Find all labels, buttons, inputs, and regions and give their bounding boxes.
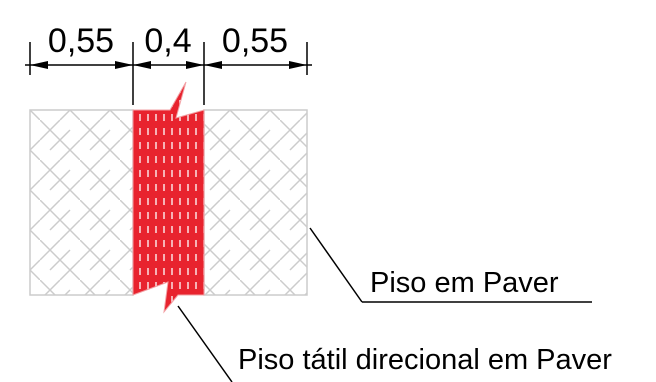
dimension-label-left: 0,55 — [48, 22, 114, 60]
label-tactile: Piso tátil direcional em Paver — [238, 344, 612, 376]
arrowhead — [115, 61, 133, 69]
arrowhead — [133, 61, 151, 69]
paver-block-left — [29, 109, 134, 296]
arrowhead — [204, 61, 222, 69]
leader-paver — [309, 227, 592, 303]
dimension-label-center: 0,4 — [144, 22, 191, 60]
dimension-line — [25, 42, 312, 105]
paver-block-right — [203, 109, 308, 296]
tactile-strip — [132, 81, 205, 314]
leader-tactile — [177, 305, 233, 382]
arrowhead — [186, 61, 204, 69]
dimension-label-right: 0,55 — [222, 22, 288, 60]
label-paver: Piso em Paver — [370, 267, 559, 299]
arrowhead — [30, 61, 48, 69]
arrowhead — [289, 61, 307, 69]
